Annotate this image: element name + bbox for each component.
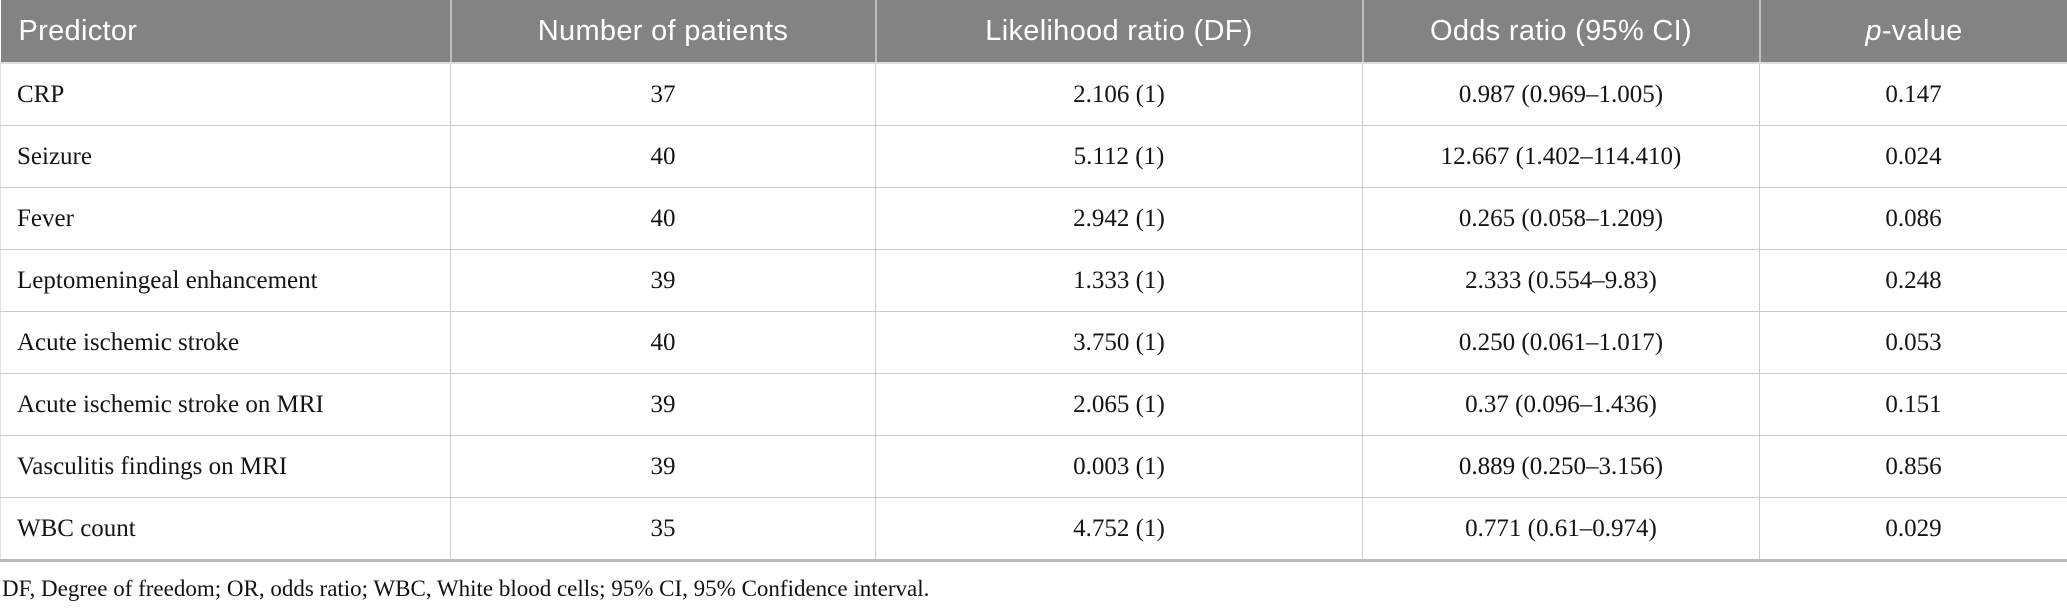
table-cell-n_patients: 40 bbox=[450, 125, 876, 188]
table-cell-odds_ratio: 2.333 (0.554–9.83) bbox=[1362, 249, 1760, 312]
table-row: WBC count 35 4.752 (1) 0.771 (0.61–0.974) 0.… bbox=[0, 497, 2067, 562]
table-cell-odds_ratio: 0.37 (0.096–1.436) bbox=[1362, 373, 1760, 436]
table-row: Vasculitis findings on MRI 39 0.003 (1) 0.8… bbox=[0, 435, 2067, 498]
table-cell-p_value: 0.248 bbox=[1759, 249, 2067, 312]
table-cell-p_value: 0.053 bbox=[1759, 311, 2067, 374]
table-cell-predictor: Vasculitis findings on MRI bbox=[0, 435, 451, 498]
table-cell-odds_ratio: 0.771 (0.61–0.974) bbox=[1362, 497, 1760, 562]
column-header-p_value: p-value bbox=[1758, 0, 2067, 64]
table-cell-p_value: 0.086 bbox=[1759, 187, 2067, 250]
table-cell-predictor: Acute ischemic stroke on MRI bbox=[0, 373, 451, 436]
column-header-likelihood_ratio: Likelihood ratio (DF) bbox=[874, 0, 1363, 64]
table-cell-predictor: Fever bbox=[0, 187, 451, 250]
table-cell-odds_ratio: 0.987 (0.969–1.005) bbox=[1362, 62, 1760, 126]
column-header-odds_ratio: Odds ratio (95% CI) bbox=[1361, 0, 1760, 64]
table-cell-p_value: 0.024 bbox=[1759, 125, 2067, 188]
table-cell-odds_ratio: 12.667 (1.402–114.410) bbox=[1362, 125, 1760, 188]
table-cell-odds_ratio: 0.250 (0.061–1.017) bbox=[1362, 311, 1760, 374]
table-cell-predictor: Seizure bbox=[0, 125, 451, 188]
table-cell-predictor: Leptomeningeal enhancement bbox=[0, 249, 451, 312]
header-row: Predictor Number of patients Likelihood ra… bbox=[0, 0, 2067, 64]
table-cell-likelihood_ratio: 2.065 (1) bbox=[875, 373, 1363, 436]
table-cell-p_value: 0.151 bbox=[1759, 373, 2067, 436]
table-cell-likelihood_ratio: 3.750 (1) bbox=[875, 311, 1363, 374]
table-row: CRP 37 2.106 (1) 0.987 (0.969–1.005) 0.147 bbox=[0, 62, 2067, 126]
table-cell-predictor: Acute ischemic stroke bbox=[0, 311, 451, 374]
table-cell-likelihood_ratio: 2.942 (1) bbox=[875, 187, 1363, 250]
table-row: Fever 40 2.942 (1) 0.265 (0.058–1.209) 0.086 bbox=[0, 187, 2067, 250]
table-row: Seizure 40 5.112 (1) 12.667 (1.402–114.410)… bbox=[0, 125, 2067, 188]
table-cell-n_patients: 40 bbox=[450, 311, 876, 374]
table-row: Acute ischemic stroke on MRI 39 2.065 (1) 0… bbox=[0, 373, 2067, 436]
table-row: Leptomeningeal enhancement 39 1.333 (1) 2.3… bbox=[0, 249, 2067, 312]
table-footnote: DF, Degree of freedom; OR, odds ratio; W… bbox=[2, 576, 930, 601]
table-cell-n_patients: 39 bbox=[450, 373, 876, 436]
column-header-n_patients: Number of patients bbox=[449, 0, 876, 64]
table-cell-likelihood_ratio: 4.752 (1) bbox=[875, 497, 1363, 562]
table-cell-predictor: WBC count bbox=[0, 497, 451, 562]
table-cell-likelihood_ratio: 0.003 (1) bbox=[875, 435, 1363, 498]
table-cell-n_patients: 35 bbox=[450, 497, 876, 562]
table-row: Acute ischemic stroke 40 3.750 (1) 0.250 (0… bbox=[0, 311, 2067, 374]
table-body: CRP 37 2.106 (1) 0.987 (0.969–1.005) 0.147 Se… bbox=[0, 62, 2067, 562]
table-cell-likelihood_ratio: 5.112 (1) bbox=[875, 125, 1363, 188]
table-cell-n_patients: 37 bbox=[450, 62, 876, 126]
column-header-predictor: Predictor bbox=[0, 0, 451, 64]
table-cell-p_value: 0.029 bbox=[1759, 497, 2067, 562]
table-cell-odds_ratio: 0.265 (0.058–1.209) bbox=[1362, 187, 1760, 250]
table-cell-odds_ratio: 0.889 (0.250–3.156) bbox=[1362, 435, 1760, 498]
table-cell-n_patients: 39 bbox=[450, 435, 876, 498]
table-cell-n_patients: 39 bbox=[450, 249, 876, 312]
table-cell-n_patients: 40 bbox=[450, 187, 876, 250]
table-header: Predictor Number of patients Likelihood ra… bbox=[0, 0, 2067, 64]
table-cell-predictor: CRP bbox=[0, 62, 451, 126]
table-cell-likelihood_ratio: 1.333 (1) bbox=[875, 249, 1363, 312]
results-table: Predictor Number of patients Likelihood ra… bbox=[0, 0, 2067, 562]
table-cell-likelihood_ratio: 2.106 (1) bbox=[875, 62, 1363, 126]
table-cell-p_value: 0.147 bbox=[1759, 62, 2067, 126]
table-cell-p_value: 0.856 bbox=[1759, 435, 2067, 498]
